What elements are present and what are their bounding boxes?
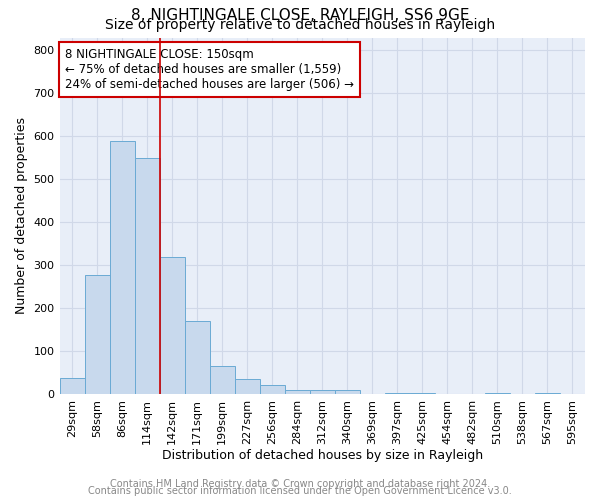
Bar	[385, 392, 410, 394]
Bar	[485, 392, 510, 394]
Text: Contains HM Land Registry data © Crown copyright and database right 2024.: Contains HM Land Registry data © Crown c…	[110, 479, 490, 489]
Text: 8 NIGHTINGALE CLOSE: 150sqm
← 75% of detached houses are smaller (1,559)
24% of : 8 NIGHTINGALE CLOSE: 150sqm ← 75% of det…	[65, 48, 354, 91]
Bar	[410, 392, 435, 394]
Bar	[260, 386, 285, 394]
Y-axis label: Number of detached properties: Number of detached properties	[15, 117, 28, 314]
Text: Contains public sector information licensed under the Open Government Licence v3: Contains public sector information licen…	[88, 486, 512, 496]
Bar	[185, 321, 209, 394]
Bar	[110, 140, 134, 394]
Bar	[209, 366, 235, 394]
X-axis label: Distribution of detached houses by size in Rayleigh: Distribution of detached houses by size …	[162, 450, 483, 462]
Bar	[310, 390, 335, 394]
Text: Size of property relative to detached houses in Rayleigh: Size of property relative to detached ho…	[105, 18, 495, 32]
Bar	[285, 390, 310, 394]
Bar	[85, 274, 110, 394]
Bar	[235, 379, 260, 394]
Bar	[535, 392, 560, 394]
Bar	[134, 158, 160, 394]
Bar	[59, 378, 85, 394]
Text: 8, NIGHTINGALE CLOSE, RAYLEIGH, SS6 9GE: 8, NIGHTINGALE CLOSE, RAYLEIGH, SS6 9GE	[131, 8, 469, 22]
Bar	[335, 390, 360, 394]
Bar	[160, 256, 185, 394]
